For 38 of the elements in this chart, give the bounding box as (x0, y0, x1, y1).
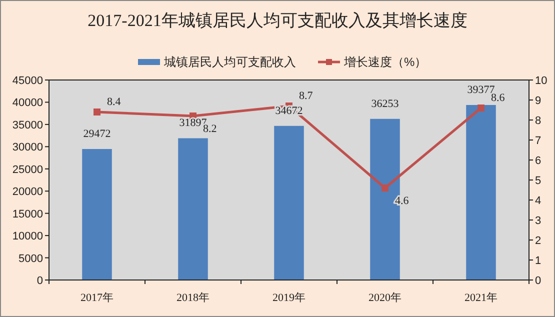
data-label: 8.4 (107, 96, 122, 108)
y-tick-label: 0 (36, 275, 43, 287)
y2-tick-label: 6 (535, 155, 542, 167)
y2-tick-label: 8 (535, 115, 542, 127)
y2-tick-label: 10 (535, 75, 548, 87)
y2-tick-label: 7 (535, 135, 542, 147)
y-tick-label: 30000 (12, 142, 43, 154)
y-tick-label: 25000 (12, 164, 43, 176)
x-tick-label: 2018年 (176, 292, 210, 304)
data-label: 8.2 (203, 123, 217, 135)
point (478, 104, 484, 112)
data-label: 8.6 (491, 92, 506, 104)
x-tick-label: 2019年 (272, 292, 306, 304)
legend-label: 城镇居民人均可支配收入 (163, 55, 296, 69)
y2-tick-label: 1 (535, 255, 542, 267)
legend-label: 增长速度（%） (343, 55, 427, 69)
data-label: 29472 (83, 128, 111, 140)
y2-tick-label: 5 (535, 175, 542, 187)
y-tick-label: 15000 (12, 208, 43, 220)
y-tick-label: 20000 (12, 186, 43, 198)
y-tick-label: 5000 (18, 252, 43, 265)
y2-tick-label: 9 (535, 95, 542, 107)
y-tick-label: 10000 (12, 230, 43, 243)
y2-tick-label: 2 (535, 235, 542, 247)
data-label: 36253 (371, 98, 400, 110)
y-tick-label: 45000 (12, 75, 43, 87)
point (94, 108, 100, 116)
y-tick-label: 35000 (12, 119, 43, 132)
y2-tick-label: 3 (535, 215, 542, 227)
y2-tick-label: 0 (535, 275, 542, 287)
y-tick-label: 40000 (12, 97, 43, 110)
y2-tick-label: 4 (535, 195, 542, 207)
x-tick-label: 2021年 (464, 292, 498, 304)
point (382, 184, 388, 192)
x-tick-label: 2017年 (80, 292, 114, 304)
chart-title: 2017-2021年城镇居民人均可支配收入及其增长速度 (88, 11, 468, 30)
x-tick-label: 2020年 (368, 292, 402, 304)
data-label: 8.7 (299, 90, 314, 102)
